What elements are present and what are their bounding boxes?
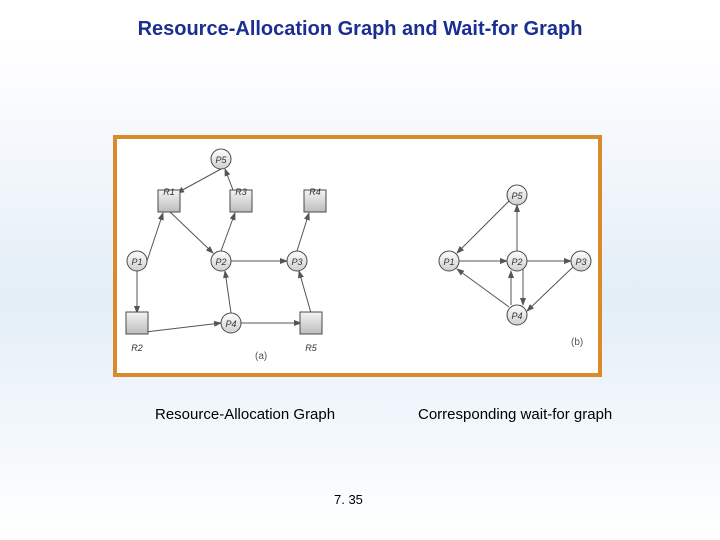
svg-text:P5: P5 xyxy=(215,155,227,165)
svg-text:R3: R3 xyxy=(235,187,247,197)
svg-text:(a): (a) xyxy=(255,351,267,362)
resource-allocation-graph: R1 R3 R4 R2 R5 P5 P1 P2 P3 P4 (a) xyxy=(126,149,326,362)
caption-wait-for: Corresponding wait-for graph xyxy=(418,406,612,423)
page-title-text: Resource-Allocation Graph and Wait-for G… xyxy=(138,18,583,40)
svg-text:P5: P5 xyxy=(511,191,523,201)
caption-left-text: Resource-Allocation Graph xyxy=(155,406,335,423)
svg-text:P3: P3 xyxy=(575,257,586,267)
svg-text:P4: P4 xyxy=(511,311,522,321)
svg-text:P2: P2 xyxy=(511,257,522,267)
svg-text:(b): (b) xyxy=(571,337,583,348)
svg-text:P1: P1 xyxy=(131,257,142,267)
figure: R1 R3 R4 R2 R5 P5 P1 P2 P3 P4 (a) P5 P1 P2 P3 P4 (b) xyxy=(113,135,602,377)
svg-text:R2: R2 xyxy=(131,343,143,353)
caption-right-text: Corresponding wait-for graph xyxy=(418,406,612,423)
page-title: Resource-Allocation Graph and Wait-for G… xyxy=(0,18,720,41)
svg-text:R4: R4 xyxy=(309,187,321,197)
slide: { "title": { "text": "Resource-Allocatio… xyxy=(0,0,720,540)
svg-text:P2: P2 xyxy=(215,257,226,267)
svg-text:P1: P1 xyxy=(443,257,454,267)
caption-resource-allocation: Resource-Allocation Graph xyxy=(155,406,335,423)
page-number-text: 7. 35 xyxy=(334,492,363,507)
svg-text:R1: R1 xyxy=(163,187,175,197)
diagram-svg: R1 R3 R4 R2 R5 P5 P1 P2 P3 P4 (a) P5 P1 P2 P3 P4 (b) xyxy=(113,135,602,377)
wait-for-graph: P5 P1 P2 P3 P4 (b) xyxy=(439,185,591,348)
svg-text:P4: P4 xyxy=(225,319,236,329)
svg-text:P3: P3 xyxy=(291,257,302,267)
svg-text:R5: R5 xyxy=(305,343,317,353)
page-number: 7. 35 xyxy=(334,492,363,507)
